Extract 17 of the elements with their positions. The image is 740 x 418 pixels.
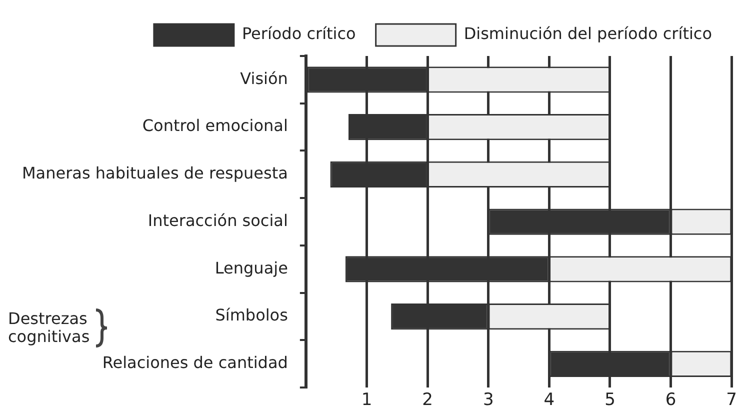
y-tick-label: Maneras habituales de respuesta — [22, 164, 288, 183]
legend-label: Disminución del período crítico — [464, 24, 712, 44]
y-tick-label: Relaciones de cantidad — [102, 353, 288, 372]
x-tick-label: 3 — [482, 390, 494, 410]
y-tick-label: Interacción social — [148, 210, 288, 230]
x-tick-label: 6 — [665, 390, 676, 410]
y-tick-label: Lenguaje — [214, 258, 288, 278]
y-tick-label: Visión — [240, 68, 288, 88]
x-tick-label: 7 — [726, 390, 738, 410]
text: Destrezas cognitivas — [8, 309, 90, 346]
y-tick-label: Símbolos — [215, 306, 288, 325]
x-tick-label: 1 — [361, 390, 372, 410]
y-tick-label: Control emocional — [142, 116, 288, 136]
legend-label: Período crítico — [242, 24, 356, 44]
x-tick-label: 5 — [604, 390, 616, 410]
x-tick-label: 4 — [544, 390, 555, 410]
x-tick-label: 2 — [422, 390, 433, 410]
